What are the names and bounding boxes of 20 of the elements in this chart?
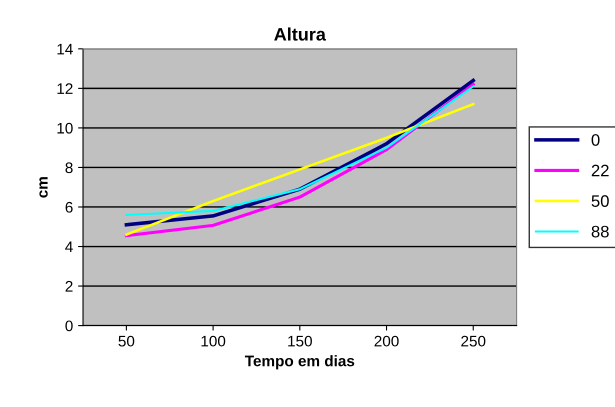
x-tick-label: 50 — [118, 336, 134, 347]
y-tick-label: 12 — [57, 83, 73, 94]
chart-title: Altura — [274, 27, 326, 41]
y-tick-label: 2 — [66, 280, 73, 292]
x-tick-label: 100 — [202, 336, 226, 347]
legend-label: 50 — [592, 195, 609, 207]
y-tick-label: 8 — [65, 162, 73, 174]
legend-label: 88 — [592, 226, 609, 238]
y-tick-label: 6 — [66, 202, 73, 213]
y-tick-label: 10 — [57, 122, 73, 134]
x-tick-label: 250 — [461, 336, 486, 347]
y-tick-label: 0 — [65, 320, 73, 332]
legend-label: 0 — [592, 134, 600, 146]
x-axis-title: Tempo em dias — [244, 355, 354, 370]
x-tick-label: 150 — [288, 336, 312, 347]
y-axis-title: cm — [39, 177, 48, 198]
legend-label: 22 — [592, 164, 609, 176]
x-tick-label: 200 — [374, 336, 399, 347]
y-tick-label: 4 — [65, 242, 73, 252]
y-tick-label: 14 — [57, 44, 73, 54]
